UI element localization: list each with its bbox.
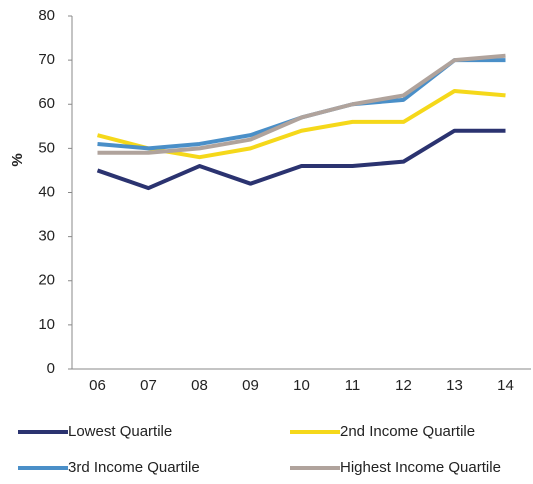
legend-label: Lowest Quartile (68, 423, 172, 440)
x-tick-label: 10 (293, 377, 310, 394)
series-line (96, 128, 506, 191)
y-tick-label: 50 (38, 139, 55, 156)
x-tick-label: 11 (345, 377, 361, 394)
legend-label: 3rd Income Quartile (68, 459, 200, 476)
y-axis-label: % (9, 153, 26, 166)
x-tick-label: 06 (89, 377, 106, 394)
y-tick-label: 0 (47, 360, 55, 377)
legend-label: 2nd Income Quartile (340, 423, 475, 440)
y-tick-label: 40 (38, 183, 55, 200)
y-tick-label: 10 (38, 316, 55, 333)
x-tick-label: 13 (446, 377, 463, 394)
x-tick-label: 09 (242, 377, 259, 394)
x-tick-label: 14 (497, 377, 514, 394)
x-tick-label: 08 (191, 377, 208, 394)
x-tick-label: 07 (140, 377, 157, 394)
y-tick-label: 30 (38, 228, 55, 245)
x-tick-label: 12 (395, 377, 412, 394)
y-tick-label: 60 (38, 95, 55, 112)
y-tick-label: 80 (38, 7, 55, 24)
y-tick-label: 20 (38, 272, 55, 289)
legend-label: Highest Income Quartile (340, 459, 501, 476)
series-line (97, 53, 506, 155)
y-tick-label: 70 (38, 51, 55, 68)
